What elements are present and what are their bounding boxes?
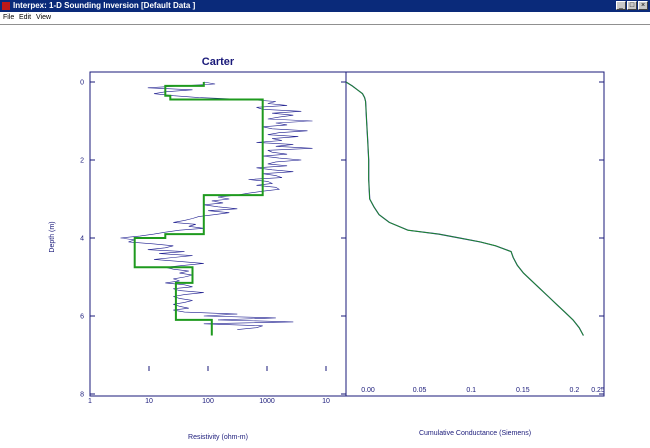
x-tick-label: 0.15 — [516, 387, 530, 394]
minimize-button[interactable]: _ — [616, 1, 626, 10]
y-tick-label: 8 — [80, 392, 84, 399]
menu-file[interactable]: File — [3, 14, 15, 21]
menu-bar: File Edit View — [0, 12, 650, 24]
x-axis-title-resistivity: Resistivity (ohm-m) — [188, 434, 248, 441]
y-tick-label: 0 — [80, 80, 84, 87]
x-tick-label: 1 — [88, 398, 92, 405]
app-icon — [2, 2, 10, 10]
chart-title: Carter — [202, 56, 235, 68]
x-tick-label: 0.00 — [361, 387, 375, 394]
window-controls: _ □ × — [616, 1, 648, 10]
resistivity-model-line — [133, 82, 264, 336]
x-tick-label: 0.1 — [466, 387, 476, 394]
conductance-panel-frame — [345, 71, 605, 397]
conductance-data-line — [345, 81, 584, 336]
title-bar: Interpex: 1-D Sounding Inversion [Defaul… — [0, 0, 650, 12]
close-button[interactable]: × — [638, 1, 648, 10]
menu-divider — [0, 24, 650, 25]
x-axis-title-conductance: Cumulative Conductance (Siemens) — [419, 430, 531, 437]
y-tick-label: 2 — [80, 158, 84, 165]
y-tick-label: 6 — [80, 314, 84, 321]
y-axis-title: Depth (m) — [49, 221, 56, 252]
series-layer — [120, 81, 584, 336]
x-tick-label: 10 — [322, 398, 330, 405]
maximize-button[interactable]: □ — [627, 1, 637, 10]
x-tick-label: 0.25 — [591, 387, 605, 394]
resistivity-data-trace — [120, 81, 313, 330]
axis-ticks: 0 2 4 6 81 10 100 1000 10 0.00 0.05 0.1 0.15 0.2 0.25 — [80, 80, 605, 406]
x-tick-label: 10 — [145, 398, 153, 405]
y-tick-label: 4 — [80, 236, 84, 243]
x-tick-label: 0.05 — [413, 387, 427, 394]
conductance-model-line — [345, 81, 584, 336]
x-tick-label: 0.2 — [570, 387, 580, 394]
menu-view[interactable]: View — [36, 14, 52, 21]
x-tick-label: 1000 — [259, 398, 275, 405]
menu-edit[interactable]: Edit — [19, 14, 32, 21]
x-tick-label: 100 — [202, 398, 214, 405]
window-title: Interpex: 1-D Sounding Inversion [Defaul… — [13, 1, 196, 10]
